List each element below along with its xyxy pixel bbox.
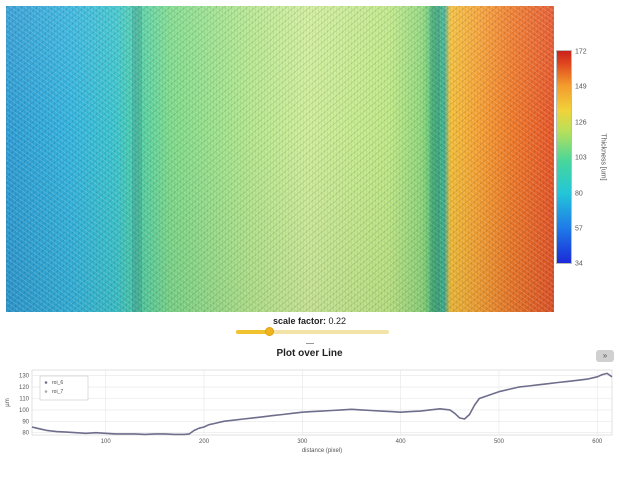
legend-label: roi_7 [52, 389, 63, 395]
y-tick-label: 130 [19, 374, 30, 380]
heatmap-ridge-right [430, 6, 440, 312]
colorbar-tick: 126 [575, 119, 587, 127]
expand-button[interactable]: » [596, 350, 614, 362]
y-tick-label: 80 [22, 431, 29, 437]
y-tick-label: 120 [19, 385, 30, 391]
slider-thumb[interactable] [265, 327, 275, 336]
legend-label: roi_6 [52, 380, 63, 386]
y-tick-label: 110 [19, 397, 29, 403]
colorbar-tick: 57 [575, 225, 583, 233]
x-tick-label: 400 [396, 439, 407, 445]
panel-drag-handle[interactable] [306, 343, 314, 344]
legend-box [39, 375, 89, 401]
legend-marker [44, 390, 48, 393]
scale-factor-text: scale factor: [272, 316, 326, 326]
scale-factor-label: scale factor: 0.22 [0, 316, 619, 326]
x-tick-label: 100 [101, 439, 112, 445]
line-plot: 80 90 100 110 120 130 100 200 300 400 500 600 distan… [5, 369, 613, 454]
x-tick-label: 300 [297, 439, 308, 445]
y-tick-label: 90 [22, 419, 29, 425]
x-tick-label: 500 [494, 439, 505, 445]
colorbar-tick: 149 [575, 83, 587, 91]
heatmap-texture [6, 6, 554, 312]
colorbar-tick: 34 [575, 260, 583, 268]
x-tick-label: 600 [592, 439, 603, 445]
legend-marker [44, 381, 48, 384]
plot-title: Plot over Line [276, 348, 343, 359]
colorbar [556, 50, 572, 264]
x-axis-label: distance (pixel) [302, 448, 342, 454]
scale-factor-value: 0.22 [328, 316, 347, 326]
scale-factor-slider[interactable] [236, 327, 389, 336]
heatmap-surface [6, 6, 554, 312]
series-line-roi_6 [31, 372, 613, 436]
y-tick-label: 100 [19, 408, 30, 414]
y-axis-label: µm [5, 398, 11, 406]
thickness-heatmap [6, 6, 554, 312]
x-tick-label: 200 [199, 439, 210, 445]
plot-area [31, 369, 613, 436]
heatmap-ridge-left [132, 6, 142, 312]
colorbar-tick: 80 [575, 190, 583, 198]
colorbar-title: Thickness [um] [599, 133, 607, 181]
expand-icon: » [602, 351, 608, 360]
slider-fill [236, 330, 270, 334]
colorbar-tick: 172 [575, 48, 587, 56]
colorbar-tick: 103 [575, 154, 587, 162]
